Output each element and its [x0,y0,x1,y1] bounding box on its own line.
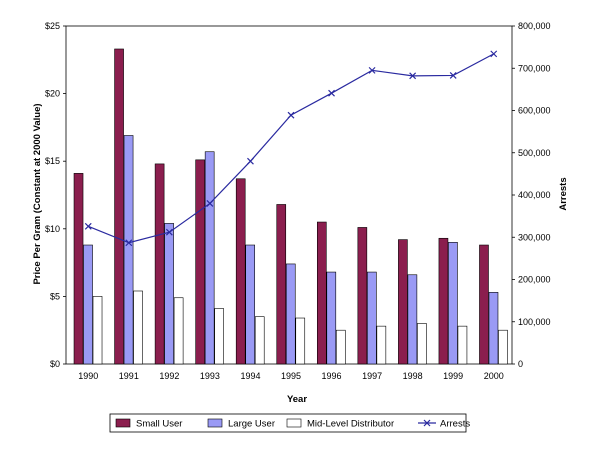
x-tick-label: 1997 [362,371,382,381]
x-tick-label: 1995 [281,371,301,381]
arrests-point-1991 [125,239,133,247]
x-tick-label: 1996 [322,371,342,381]
bar-large-user-1990 [83,244,93,365]
bar-large-user-1997 [367,271,377,365]
left-tick-label: $5 [50,291,60,301]
bar-large-user-2000 [488,292,499,365]
bar-mid-level-distributor-1992 [173,297,184,365]
right-axis-ticks: 0 100,000 200,000 300,000 400,000 500,000 600,… [512,21,551,369]
bar-small-user-1993 [195,159,205,365]
bar-small-user-1998 [398,239,408,365]
arrests-point-1998 [409,72,417,80]
bar-small-user-1999 [438,237,449,365]
bar-large-user-1992 [164,223,174,365]
x-tick-label: 1991 [119,371,139,381]
left-tick-label: $10 [45,224,60,234]
legend-label: Mid-Level Distributor [307,419,394,430]
y2-axis-title: Arrests [558,177,569,210]
legend-label: Small User [136,419,182,430]
right-tick-label: 200,000 [518,275,551,285]
bar-large-user-1999 [448,242,458,365]
arrests-point-1996 [328,89,335,97]
bar-small-user-1990 [73,173,84,365]
bar-large-user-1995 [285,263,296,365]
left-tick-label: $25 [45,21,60,31]
legend-swatch [207,418,223,428]
right-tick-label: 400,000 [518,190,551,200]
bar-small-user-1996 [316,221,327,365]
x-tick-label: 1993 [200,371,220,381]
bar-small-user-2000 [479,244,489,365]
legend-swatch [115,418,131,428]
x-tick-label: 2000 [484,371,504,381]
right-tick-label: 0 [518,359,523,369]
bar-mid-level-distributor-1994 [254,316,265,365]
bar-mid-level-distributor-1998 [417,323,427,365]
left-tick-label: $15 [45,156,60,166]
bar-mid-level-distributor-2000 [498,329,508,365]
arrests-point-2000 [490,50,498,58]
x-tick-label: 1994 [240,371,260,381]
legend-marker [423,419,431,427]
legend-swatch [286,418,302,428]
bar-mid-level-distributor-1991 [133,290,143,365]
bar-large-user-1998 [407,274,418,365]
bar-mid-level-distributor-1995 [295,317,306,365]
right-tick-label: 300,000 [518,232,551,242]
arrests-point-1999 [449,72,457,79]
left-axis-ticks: $0 $5 $10 $15 $20 $25 [45,21,66,369]
arrests-point-1994 [247,157,254,165]
legend-label: Arrests [440,419,470,430]
arrests-point-1995 [287,111,295,119]
bar-large-user-1994 [245,244,256,365]
bars [73,48,508,365]
y-axis-title: Price Per Gram (Constant at 2000 Value) [32,103,43,284]
arrests-series-line [88,53,495,244]
x-tick-label: 1998 [403,371,423,381]
arrests-line [84,50,498,247]
left-tick-label: $0 [50,359,60,369]
bar-large-user-1993 [204,151,215,365]
bar-mid-level-distributor-1993 [214,308,224,365]
right-tick-label: 600,000 [518,106,551,116]
right-tick-label: 500,000 [518,148,551,158]
bar-mid-level-distributor-1990 [92,296,103,365]
left-tick-label: $20 [45,89,60,99]
x-tick-label: 1992 [159,371,179,381]
right-tick-label: 800,000 [518,21,551,31]
x-tick-label: 1999 [443,371,463,381]
bar-mid-level-distributor-1999 [457,325,468,365]
x-axis-ticks: 1990 1991 1992 1993 1994 1995 1996 1997 1998 1999… [78,371,503,381]
x-tick-label: 1990 [78,371,98,381]
bar-large-user-1996 [326,271,337,365]
bar-small-user-1995 [276,204,287,365]
bar-small-user-1994 [235,178,246,365]
bar-small-user-1997 [357,227,368,365]
bar-large-user-1991 [123,135,134,365]
bar-mid-level-distributor-1996 [335,329,346,365]
right-tick-label: 100,000 [518,317,551,327]
right-tick-label: 700,000 [518,63,551,73]
bar-small-user-1992 [154,163,165,365]
bar-mid-level-distributor-1997 [376,325,387,365]
arrests-point-1990 [84,222,92,230]
arrests-point-1997 [368,66,376,74]
arrests-point-1993 [206,200,214,207]
x-axis-title: Year [287,394,307,405]
arrests-point-1992 [165,228,173,236]
legend-label: Large User [228,419,275,430]
legend: Small User Large User Mid-Level Distributo… [109,413,470,433]
bar-small-user-1991 [114,48,124,365]
